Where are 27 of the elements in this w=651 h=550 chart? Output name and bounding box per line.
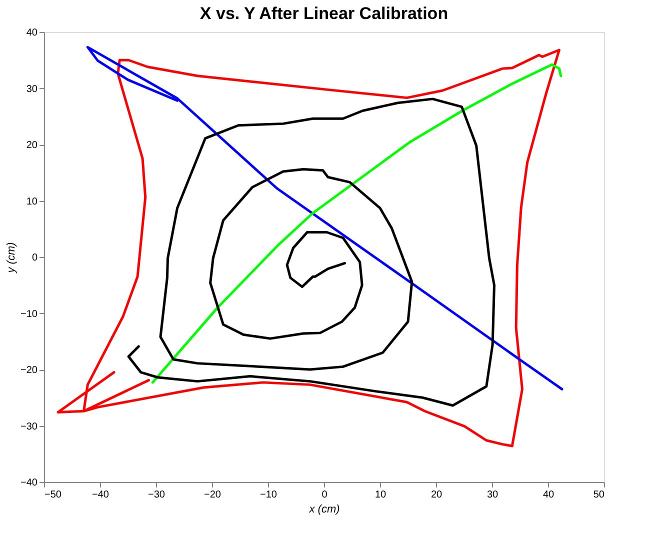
line-series bbox=[127, 98, 496, 407]
y-tick-label: −10 bbox=[20, 308, 38, 320]
chart-title: X vs. Y After Linear Calibration bbox=[200, 4, 448, 23]
x-tick-label: −50 bbox=[44, 490, 62, 500]
y-tick-label: 20 bbox=[26, 140, 38, 151]
y-tick-label: −30 bbox=[20, 421, 38, 432]
y-tick-label: 30 bbox=[26, 84, 38, 95]
y-axis-title: y (cm) bbox=[6, 242, 18, 274]
x-tick-label: 50 bbox=[593, 490, 605, 500]
y-tick-label: −40 bbox=[20, 478, 38, 488]
line-series bbox=[56, 48, 560, 448]
x-axis-title: x (cm) bbox=[308, 504, 340, 516]
x-tick-label: 0 bbox=[322, 490, 328, 500]
x-tick-label: 20 bbox=[430, 490, 442, 500]
x-tick-label: −10 bbox=[260, 490, 278, 500]
line-series bbox=[86, 46, 564, 390]
x-tick-label: −30 bbox=[148, 490, 166, 500]
x-tick-label: −20 bbox=[204, 490, 222, 500]
y-tick-label: 40 bbox=[26, 28, 38, 38]
x-tick-label: 40 bbox=[542, 490, 554, 500]
x-tick-label: 30 bbox=[486, 490, 498, 500]
y-tick-label: −20 bbox=[20, 365, 38, 376]
y-tick-label: 0 bbox=[32, 252, 38, 264]
x-tick-label: −40 bbox=[92, 490, 110, 500]
y-tick-label: 10 bbox=[26, 196, 38, 208]
x-tick-label: 10 bbox=[374, 490, 386, 500]
line-series bbox=[151, 63, 562, 384]
